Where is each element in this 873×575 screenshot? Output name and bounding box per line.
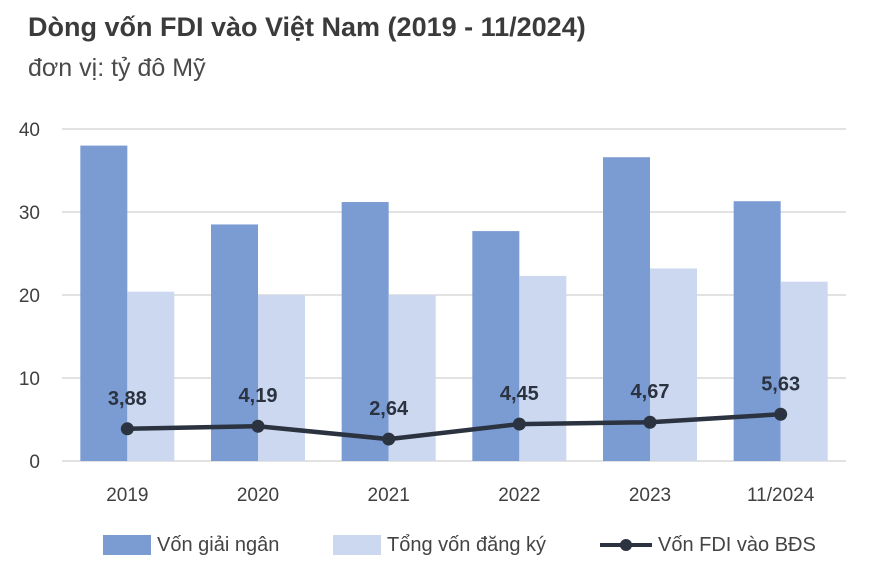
chart-subtitle: đơn vị: tỷ đô Mỹ: [28, 54, 206, 82]
point-real-estate: [251, 419, 265, 433]
data-label-real-estate: 3,88: [108, 388, 147, 410]
bar-disbursed: [211, 224, 258, 461]
data-label-real-estate: 5,63: [761, 373, 800, 395]
x-tick-label: 2019: [106, 485, 148, 506]
point-real-estate: [643, 415, 657, 429]
bar-disbursed: [603, 157, 650, 461]
bar-disbursed: [80, 145, 128, 461]
legend-item-registered: Tổng vốn đăng ký: [333, 530, 546, 560]
point-real-estate: [774, 407, 788, 421]
bar-registered: [127, 291, 175, 461]
chart-title: Dòng vốn FDI vào Việt Nam (2019 - 11/202…: [28, 12, 586, 42]
y-tick-label: 0: [29, 452, 40, 473]
legend-label-real-estate: Vốn FDI vào BĐS: [658, 533, 816, 556]
point-real-estate: [382, 432, 396, 446]
x-tick-label: 11/2024: [747, 485, 815, 506]
data-label-real-estate: 4,19: [239, 385, 278, 407]
legend-swatch-registered: [333, 535, 381, 555]
bar-disbursed: [472, 231, 520, 461]
legend-label-registered: Tổng vốn đăng ký: [387, 533, 546, 556]
x-tick-label: 2023: [629, 485, 671, 506]
bar-registered: [519, 275, 567, 461]
y-tick-label: 30: [19, 203, 40, 224]
data-label-real-estate: 4,67: [631, 381, 670, 403]
y-tick-label: 40: [19, 120, 40, 141]
bar-registered: [780, 281, 828, 461]
legend-item-real-estate: Vốn FDI vào BĐS: [600, 530, 816, 560]
chart-legend: Vốn giải ngân Tổng vốn đăng ký Vốn FDI v…: [0, 530, 873, 560]
legend-swatch-real-estate: [600, 535, 652, 555]
legend-label-disbursed: Vốn giải ngân: [157, 533, 280, 556]
x-tick-label: 2022: [498, 485, 540, 506]
legend-item-disbursed: Vốn giải ngân: [103, 530, 279, 560]
bar-disbursed: [341, 202, 389, 462]
x-tick-label: 2021: [368, 485, 410, 506]
data-label-real-estate: 4,45: [500, 383, 539, 405]
line-real-estate: [127, 412, 781, 442]
y-tick-label: 20: [19, 286, 40, 307]
bar-registered: [650, 268, 697, 461]
legend-swatch-disbursed: [103, 535, 151, 555]
chart-plot: 0 10 20 30 40 3,88 4,19 2,64 4,45 4,67 5,63 2019 2…: [19, 120, 846, 506]
data-label-real-estate: 2,64: [369, 398, 409, 420]
point-real-estate: [120, 422, 134, 436]
bar-registered: [258, 295, 305, 461]
bar-disbursed: [733, 201, 781, 461]
point-real-estate: [512, 417, 526, 431]
x-tick-label: 2020: [237, 485, 279, 506]
y-tick-label: 10: [19, 369, 40, 390]
